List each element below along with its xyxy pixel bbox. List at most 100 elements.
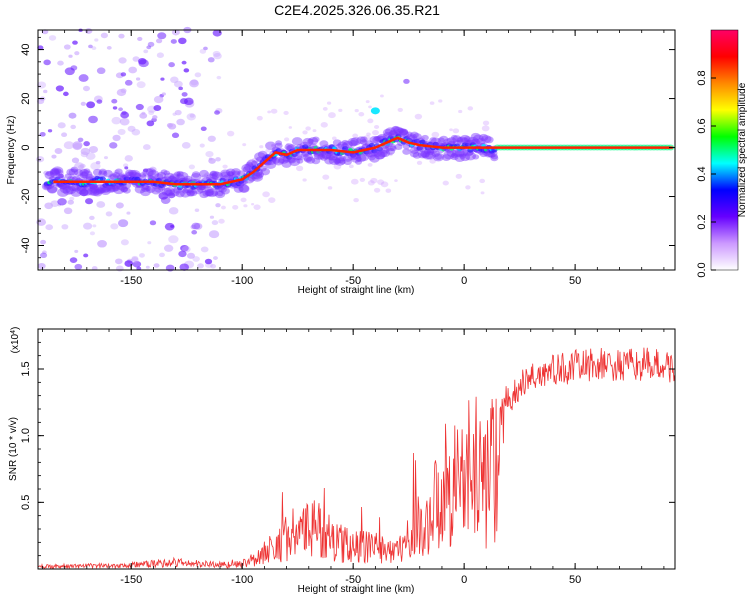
ridge-halo (209, 170, 221, 180)
colorbar-tick-label: 0.6 (696, 118, 708, 133)
noise-speckle (207, 57, 215, 63)
noise-speckle (449, 128, 453, 132)
ridge-halo (355, 156, 362, 162)
noise-speckle (39, 132, 46, 137)
snr-y-label: SNR (10 * v/v) (8, 417, 19, 481)
spectrogram-panel: -150 -100 -50 0 50 -40 -20 0 20 40 Height of stra… (6, 26, 676, 296)
noise-speckle (128, 66, 138, 74)
ridge-halo (120, 186, 128, 193)
noise-speckle (210, 264, 217, 269)
spectrogram-x-tick-label: 50 (569, 275, 581, 287)
ridge-core (348, 148, 353, 152)
ridge-halo (487, 152, 496, 158)
ridge-halo (211, 171, 223, 181)
ridge-halo (343, 158, 352, 166)
noise-speckle (452, 128, 460, 134)
ridge-halo (216, 190, 224, 197)
noise-speckle (174, 109, 182, 116)
spectrogram-y-label: Frequency (Hz) (6, 116, 17, 185)
noise-speckle (88, 145, 99, 154)
noise-speckle (211, 220, 219, 226)
noise-speckle (135, 103, 144, 111)
noise-speckle (189, 113, 195, 118)
snr-x-tick-label: -50 (345, 574, 361, 586)
ridge-halo (156, 171, 166, 179)
ridge-halo (238, 184, 250, 193)
ridge-halo (274, 142, 283, 149)
ridge-halo (431, 150, 440, 157)
ridge-halo (356, 136, 367, 144)
ridge-halo (302, 137, 314, 147)
ridge-halo (251, 172, 264, 182)
ridge-halo (472, 154, 480, 160)
noise-speckle (158, 192, 169, 200)
noise-speckle (366, 132, 371, 137)
noise-speckle (167, 192, 176, 199)
noise-speckle (373, 187, 381, 193)
ridge-halo (204, 188, 215, 197)
noise-speckle (208, 158, 216, 164)
ridge-halo (332, 139, 342, 146)
noise-speckle (63, 141, 75, 150)
noise-speckle (117, 128, 126, 135)
noise-speckle (83, 222, 93, 230)
noise-speckle (63, 44, 71, 50)
ridge-halo (176, 170, 184, 177)
colorbar-label: Normalized spectral amplitude (737, 82, 748, 217)
snr-x-label: Height of straight line (km) (298, 584, 415, 595)
ridge-halo (369, 154, 380, 163)
ridge-halo (248, 176, 256, 182)
noise-speckle (192, 190, 198, 195)
snr-scale-label: (x104) (10, 327, 22, 354)
ridge-halo (456, 148, 469, 157)
ridge-halo (273, 157, 285, 166)
ridge-halo (205, 190, 214, 197)
ridge-band (376, 146, 383, 152)
noise-speckle (481, 125, 490, 132)
noise-speckle (467, 106, 474, 111)
ridge-halo (64, 173, 72, 179)
ridge-halo (399, 128, 409, 136)
ridge-halo (45, 170, 54, 177)
noise-speckle (240, 197, 247, 203)
noise-speckle (295, 165, 304, 172)
ridge-halo (439, 135, 449, 143)
ridge-halo (92, 168, 103, 176)
ridge-halo (305, 156, 316, 164)
ridge-halo (113, 185, 125, 195)
ridge-halo (407, 134, 416, 141)
ridge-halo (333, 158, 341, 164)
ridge-band (371, 148, 378, 154)
ridge-halo (288, 157, 296, 163)
colorbar: 0.0 0.2 0.4 0.6 0.8 Normalized spectral ampl… (696, 29, 748, 278)
spectrogram-y-tick-label: -20 (20, 189, 32, 205)
ridge-halo (202, 190, 211, 197)
noise-speckle (127, 125, 136, 132)
ridge-halo (199, 190, 209, 199)
noise-speckle (209, 170, 217, 177)
ridge-halo (460, 137, 470, 145)
noise-speckle (139, 112, 148, 119)
ridge-halo (133, 172, 142, 179)
noise-speckle (90, 162, 101, 171)
ridge-halo (211, 190, 219, 197)
ridge-halo (374, 151, 385, 160)
noise-speckle (121, 110, 127, 115)
ridge-halo (165, 189, 174, 196)
noise-speckle (159, 252, 165, 258)
ridge-halo (421, 134, 429, 141)
noise-speckle (416, 160, 423, 165)
ridge-halo (472, 134, 484, 143)
noise-speckle (186, 113, 197, 121)
ridge-halo (241, 164, 252, 173)
ridge-halo (426, 149, 435, 156)
ridge-halo (265, 160, 277, 170)
ridge-halo (265, 141, 277, 151)
noise-speckle (95, 160, 101, 165)
ridge-halo (328, 156, 341, 166)
noise-speckle (268, 197, 276, 203)
noise-speckle (367, 162, 373, 167)
noise-speckle (57, 60, 64, 66)
ridge-halo (90, 188, 100, 197)
noise-speckle (54, 168, 62, 174)
